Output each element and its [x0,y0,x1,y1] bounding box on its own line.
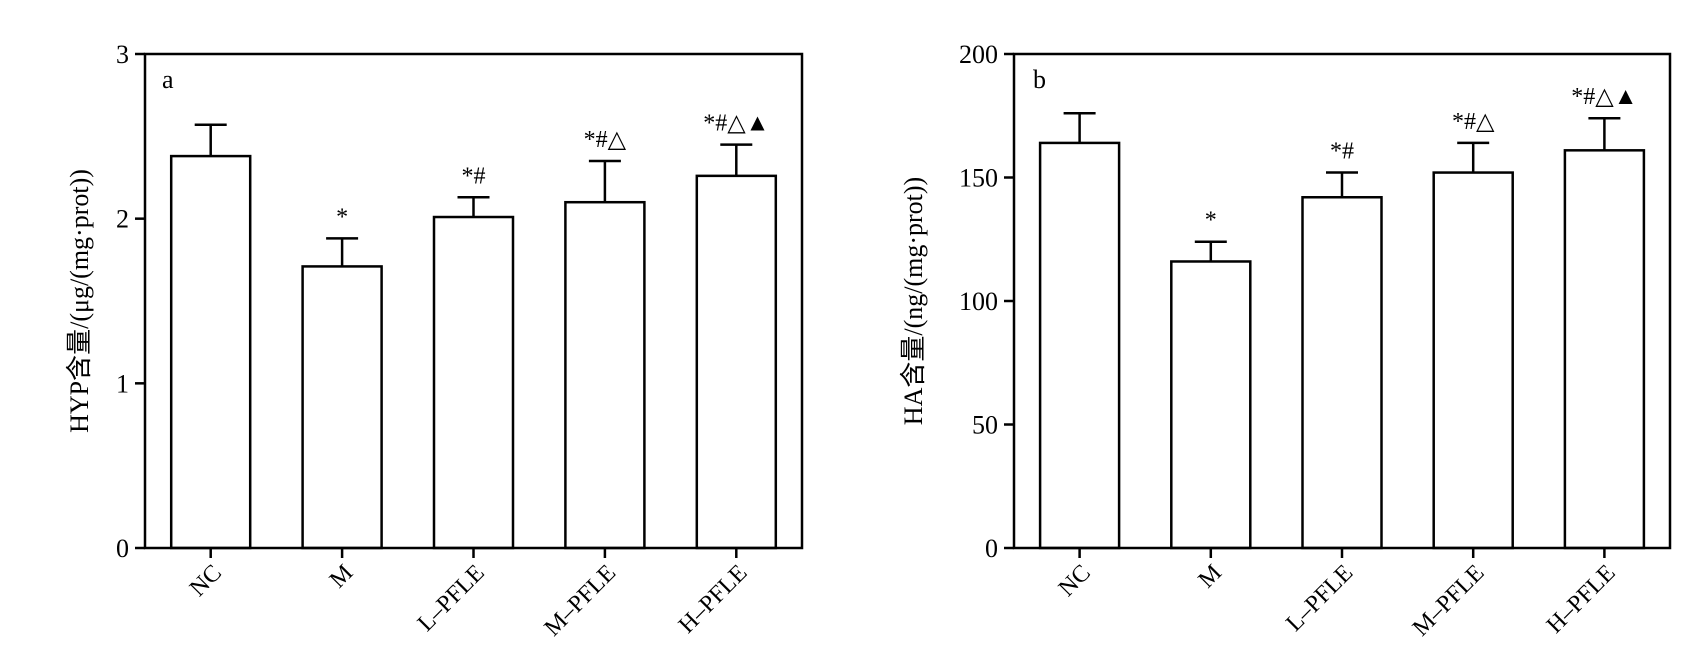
significance-label: * [336,204,348,230]
bar [432,215,515,550]
y-axis-title: HYP含量/(μg/(mg·prot)) [65,169,94,433]
panel-b: 0 50 100 150 200 NC M * L–PFLE *# M–PFLE *#△ H–PFLE *… [899,40,1672,642]
panel-label: b [1033,65,1046,94]
category-label: M–PFLE [540,560,622,642]
category-label: NC [1054,560,1096,602]
bar [695,174,778,550]
category-label: M [1194,560,1227,593]
category-label: M [325,560,358,593]
y-tick-label: 3 [116,40,129,69]
bar [169,154,252,550]
y-tick-label: 100 [959,287,998,316]
category-label: M–PFLE [1408,560,1490,642]
significance-label: *# [462,163,486,189]
y-tick-label: 2 [116,205,129,234]
y-tick-label: 1 [116,369,129,398]
bar [301,265,383,550]
plot-frame [143,52,804,550]
significance-label: * [1205,208,1217,234]
y-tick-label: 50 [972,411,998,440]
category-label: L–PFLE [1281,560,1358,637]
y-tick-label: 0 [116,534,129,563]
bar [564,200,646,550]
y-tick-label: 0 [985,534,998,563]
panel-a: 0 1 2 3 NC M * L–PFLE *# M–PFLE *#△ H–PFLE *#△▲ a HYP含… [65,40,804,642]
bar [1038,141,1121,550]
category-label: L–PFLE [413,560,490,637]
category-label: H–PFLE [674,560,753,639]
y-tick-label: 150 [959,164,998,193]
bar [1563,149,1646,550]
significance-label: *#△▲ [703,111,769,137]
bar [1170,260,1252,550]
significance-label: *#△▲ [1571,84,1637,110]
significance-label: *# [1330,139,1354,165]
significance-label: *#△ [1452,109,1495,135]
bar [1301,196,1383,550]
bar [1432,171,1514,550]
significance-label: *#△ [584,127,627,153]
y-tick-label: 200 [959,40,998,69]
category-label: H–PFLE [1542,560,1621,639]
panel-label: a [162,65,174,94]
plot-frame [1012,52,1672,550]
category-label: NC [185,560,227,602]
y-axis-title: HA含量/(ng/(mg·prot)) [899,177,928,425]
